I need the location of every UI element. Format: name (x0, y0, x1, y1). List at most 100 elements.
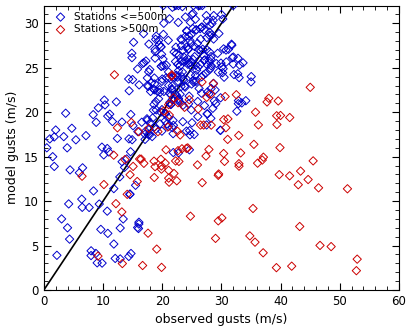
Stations <=500m (151, 81, 158, 87)
Stations >500m (112, 201, 119, 206)
Stations <=500m (150, 86, 157, 92)
Stations <=500m (193, 27, 199, 33)
Stations >500m (264, 99, 270, 105)
Stations <=500m (175, 79, 182, 84)
Stations <=500m (206, 23, 213, 28)
Stations <=500m (163, 62, 170, 68)
Stations <=500m (142, 128, 149, 134)
Stations <=500m (169, 83, 176, 88)
Stations <=500m (160, 3, 166, 8)
Stations <=500m (208, 21, 215, 26)
Stations >500m (204, 95, 210, 100)
Stations >500m (286, 115, 293, 120)
Stations <=500m (96, 202, 103, 207)
Stations >500m (110, 152, 117, 158)
Stations <=500m (169, 97, 176, 102)
Stations >500m (328, 244, 335, 249)
Stations <=500m (104, 114, 111, 119)
Stations <=500m (202, 71, 209, 76)
Stations >500m (235, 133, 242, 138)
Stations <=500m (193, 67, 200, 73)
Stations <=500m (248, 74, 255, 79)
Stations <=500m (178, 38, 185, 43)
Stations >500m (95, 253, 101, 259)
Stations <=500m (193, 27, 200, 33)
Stations <=500m (206, 67, 213, 72)
Stations <=500m (214, 51, 221, 56)
Stations <=500m (153, 107, 159, 113)
Stations <=500m (230, 61, 236, 67)
Stations <=500m (106, 112, 113, 117)
Stations <=500m (235, 101, 241, 106)
Stations <=500m (157, 121, 163, 126)
Stations <=500m (234, 71, 241, 76)
X-axis label: observed gusts (m/s): observed gusts (m/s) (155, 313, 288, 326)
Stations <=500m (172, 59, 179, 64)
Stations >500m (260, 154, 267, 160)
Stations >500m (277, 113, 284, 118)
Stations >500m (111, 72, 118, 77)
Stations >500m (220, 151, 227, 156)
Stations >500m (185, 145, 191, 150)
Stations >500m (195, 106, 201, 112)
Stations <=500m (190, 80, 197, 85)
Stations >500m (179, 146, 185, 151)
Stations >500m (208, 123, 215, 128)
Stations >500m (250, 142, 257, 147)
Stations <=500m (155, 38, 162, 43)
Stations <=500m (230, 3, 236, 8)
Stations <=500m (127, 149, 134, 154)
Stations >500m (151, 175, 157, 180)
Stations >500m (175, 100, 181, 105)
Stations <=500m (158, 64, 165, 69)
Stations <=500m (181, 83, 188, 89)
Stations <=500m (175, 20, 182, 25)
Stations <=500m (188, 63, 194, 69)
Stations <=500m (90, 112, 96, 117)
Stations >500m (158, 157, 164, 162)
Stations <=500m (166, 16, 173, 22)
Stations <=500m (173, 73, 180, 78)
Stations <=500m (191, 44, 198, 49)
Stations <=500m (184, 56, 191, 61)
Stations <=500m (140, 60, 147, 65)
Stations >500m (175, 148, 181, 153)
Stations >500m (114, 125, 121, 130)
Stations <=500m (171, 49, 177, 55)
Stations <=500m (218, 60, 224, 66)
Stations >500m (212, 236, 219, 241)
Stations >500m (208, 92, 214, 97)
Stations <=500m (166, 100, 173, 105)
Stations <=500m (125, 76, 132, 82)
Stations <=500m (67, 167, 73, 173)
Stations >500m (183, 146, 190, 151)
Stations <=500m (164, 121, 170, 126)
Stations <=500m (117, 256, 124, 262)
Stations <=500m (128, 251, 134, 256)
Stations <=500m (167, 102, 174, 107)
Stations <=500m (175, 150, 182, 155)
Stations <=500m (203, 122, 210, 127)
Stations <=500m (206, 33, 213, 38)
Stations <=500m (175, 97, 182, 103)
Stations >500m (215, 218, 222, 223)
Stations <=500m (93, 251, 99, 256)
Stations >500m (317, 243, 323, 248)
Stations >500m (177, 132, 183, 138)
Stations <=500m (135, 129, 141, 134)
Stations >500m (276, 172, 283, 177)
Stations <=500m (145, 132, 152, 137)
Stations <=500m (169, 5, 176, 10)
Stations <=500m (182, 58, 189, 63)
Stations <=500m (149, 134, 155, 139)
Stations <=500m (243, 98, 249, 103)
Stations <=500m (208, 32, 215, 38)
Stations <=500m (198, 91, 205, 96)
Stations <=500m (187, 20, 194, 25)
Stations <=500m (176, 52, 183, 58)
Stations <=500m (147, 67, 153, 72)
Stations <=500m (144, 116, 150, 122)
Stations >500m (145, 125, 152, 131)
Stations >500m (136, 129, 142, 134)
Stations <=500m (210, 81, 217, 86)
